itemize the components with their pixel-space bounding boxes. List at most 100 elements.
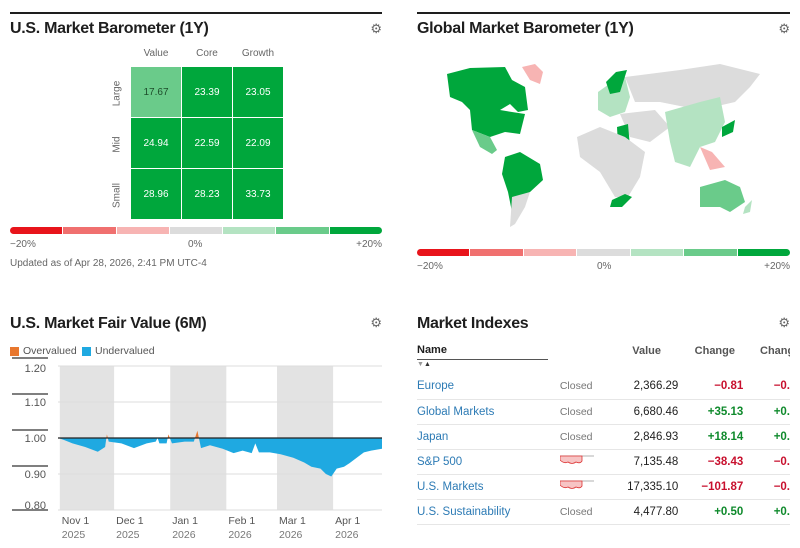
scale-min: −20% bbox=[10, 239, 36, 250]
change-pct-header[interactable]: Chang bbox=[760, 345, 790, 357]
gear-icon[interactable]: ⚙ bbox=[370, 315, 382, 330]
scale-max: +20% bbox=[356, 239, 382, 250]
map-south-africa bbox=[610, 194, 632, 207]
y-tick-label: 1.20 bbox=[25, 363, 46, 375]
index-change: +18.14 bbox=[678, 424, 744, 450]
map-europe bbox=[598, 77, 630, 117]
scale-segment bbox=[10, 227, 63, 234]
undervalued-area bbox=[58, 438, 382, 477]
table-row[interactable]: S&P 500 7,135.48 −38.43 −0. bbox=[417, 449, 790, 475]
header-label: Name bbox=[417, 344, 447, 356]
fair-value-chart: 1.20 1.10 1.00 0.90 0.80 Nov 1 2025 Dec 1 2025 Ja… bbox=[12, 357, 382, 541]
sparkline bbox=[559, 480, 594, 489]
barometer-cell[interactable]: 24.94 bbox=[131, 118, 181, 168]
y-tick-label: 0.80 bbox=[25, 500, 46, 512]
index-name-link[interactable]: Japan bbox=[417, 424, 560, 450]
scale-min: −20% bbox=[417, 261, 443, 272]
index-value: 2,846.93 bbox=[618, 424, 679, 450]
scale-segment bbox=[577, 249, 630, 256]
updated-text: Updated as of Apr 28, 2026, 2:41 PM UTC-… bbox=[10, 258, 207, 269]
scale-segment bbox=[63, 227, 116, 234]
gear-icon[interactable]: ⚙ bbox=[778, 21, 790, 36]
overvalued-swatch bbox=[10, 346, 19, 356]
index-name-link[interactable]: S&P 500 bbox=[417, 449, 560, 475]
status-label: Closed bbox=[559, 405, 593, 418]
x-tick-year: 2026 bbox=[172, 529, 196, 541]
x-tick-label: Mar 1 bbox=[279, 515, 306, 527]
table-row[interactable]: Global Markets Closed 6,680.46 +35.13 +0. bbox=[417, 399, 790, 425]
y-tick-label: 0.90 bbox=[25, 469, 46, 481]
barometer-cell[interactable]: 28.96 bbox=[131, 169, 181, 219]
column-header: Core bbox=[196, 48, 218, 59]
value-header[interactable]: Value bbox=[632, 345, 661, 357]
map-japan bbox=[722, 120, 735, 137]
panel-title: Market Indexes bbox=[417, 315, 529, 332]
barometer-cell[interactable]: 28.23 bbox=[182, 169, 232, 219]
undervalued-swatch bbox=[82, 346, 91, 356]
name-header[interactable]: Name bbox=[417, 344, 548, 360]
change-header[interactable]: Change bbox=[694, 345, 735, 357]
indexes-table: Europe Closed 2,366.29 −0.81 −0. Global Marke… bbox=[417, 374, 790, 525]
map-usa bbox=[470, 110, 525, 137]
scale-segment bbox=[470, 249, 523, 256]
legend-overvalued: Overvalued bbox=[10, 345, 77, 357]
map-russia bbox=[625, 64, 760, 110]
scale-segment bbox=[523, 249, 577, 256]
index-change-pct: +0. bbox=[743, 399, 790, 425]
barometer-cell[interactable]: 23.39 bbox=[182, 67, 232, 117]
scale-segment bbox=[737, 249, 790, 256]
legend-label: Overvalued bbox=[23, 345, 77, 357]
market-indexes-panel: Market Indexes ⚙ Name ▼▲ Value Change Ch… bbox=[417, 310, 790, 540]
scale-segment bbox=[116, 227, 169, 234]
y-tick-label: 1.00 bbox=[25, 433, 46, 445]
x-tick-year: 2025 bbox=[62, 529, 86, 541]
map-se-asia bbox=[700, 147, 725, 170]
legend-undervalued: Undervalued bbox=[82, 345, 155, 357]
color-scale bbox=[417, 249, 790, 256]
map-south-america-south bbox=[510, 192, 530, 227]
panel-title: Global Market Barometer (1Y) bbox=[417, 20, 634, 37]
status-label: Closed bbox=[559, 430, 593, 443]
map-scandinavia bbox=[606, 70, 627, 94]
status-label: Closed bbox=[559, 505, 593, 518]
index-name-link[interactable]: Global Markets bbox=[417, 399, 560, 425]
index-name-link[interactable]: U.S. Sustainability bbox=[417, 499, 560, 525]
scale-mid: 0% bbox=[597, 261, 612, 272]
table-row[interactable]: U.S. Markets 17,335.10 −101.87 −0. bbox=[417, 474, 790, 500]
fair-value-panel: U.S. Market Fair Value (6M) ⚙ Overvalued… bbox=[10, 310, 382, 545]
table-row[interactable]: Europe Closed 2,366.29 −0.81 −0. bbox=[417, 374, 790, 400]
status-label: Closed bbox=[559, 380, 593, 393]
barometer-cell[interactable]: 22.09 bbox=[233, 118, 283, 168]
scale-segment bbox=[417, 249, 470, 256]
index-value: 4,477.80 bbox=[618, 499, 679, 525]
table-row[interactable]: Japan Closed 2,846.93 +18.14 +0. bbox=[417, 424, 790, 450]
panel-title: U.S. Market Fair Value (6M) bbox=[10, 315, 207, 332]
index-change-pct: −0. bbox=[743, 374, 790, 400]
barometer-cell[interactable]: 33.73 bbox=[233, 169, 283, 219]
us-barometer-panel: U.S. Market Barometer (1Y) ⚙ Value Core Gr… bbox=[10, 12, 382, 277]
sort-icon[interactable]: ▼▲ bbox=[417, 361, 431, 368]
column-header: Growth bbox=[241, 48, 275, 59]
barometer-cell[interactable]: 23.05 bbox=[233, 67, 283, 117]
world-map[interactable] bbox=[417, 14, 790, 244]
legend-label: Undervalued bbox=[95, 345, 155, 357]
sparkline bbox=[559, 455, 594, 464]
index-name-link[interactable]: U.S. Markets bbox=[417, 474, 560, 500]
x-tick-label: Nov 1 bbox=[62, 515, 90, 527]
gear-icon[interactable]: ⚙ bbox=[778, 315, 790, 330]
index-name-link[interactable]: Europe bbox=[417, 374, 560, 400]
index-change-pct: −0. bbox=[743, 449, 790, 475]
gear-icon[interactable]: ⚙ bbox=[370, 21, 382, 36]
index-change: −0.81 bbox=[678, 374, 744, 400]
barometer-cell[interactable]: 17.67 bbox=[131, 67, 181, 117]
index-change: +35.13 bbox=[678, 399, 744, 425]
index-value: 2,366.29 bbox=[618, 374, 679, 400]
x-tick-year: 2026 bbox=[279, 529, 303, 541]
barometer-cell[interactable]: 22.59 bbox=[182, 118, 232, 168]
color-scale bbox=[10, 227, 382, 234]
scale-segment bbox=[169, 227, 223, 234]
map-mexico bbox=[472, 130, 497, 154]
column-header: Value bbox=[143, 48, 169, 59]
table-row[interactable]: U.S. Sustainability Closed 4,477.80 +0.50 +0… bbox=[417, 499, 790, 525]
map-new-zealand bbox=[743, 200, 752, 214]
